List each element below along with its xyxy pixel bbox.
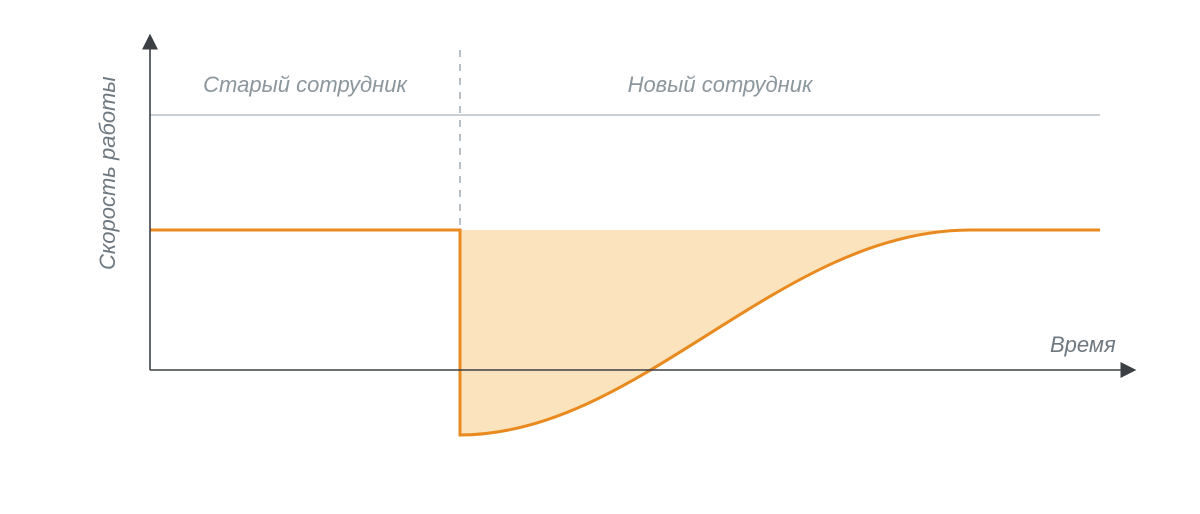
y-axis-label: Скорость работы [95,76,120,270]
x-axis-label: Время [1050,332,1116,357]
chart-container: Скорость работы Время Старый сотрудник Новы… [0,0,1200,514]
left-region-label: Старый сотрудник [203,72,408,97]
chart-svg: Скорость работы Время Старый сотрудник Новы… [0,0,1200,514]
right-region-label: Новый сотрудник [628,72,814,97]
